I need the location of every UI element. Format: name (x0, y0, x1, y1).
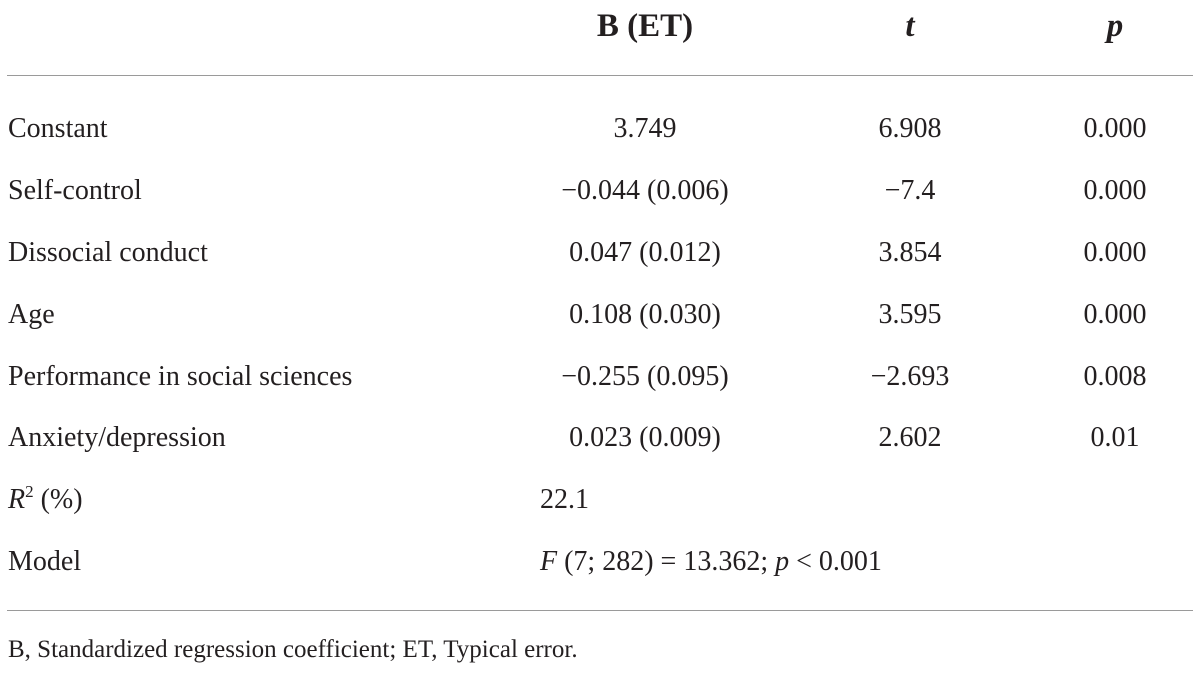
row-t-value: −7.4 (884, 175, 936, 206)
model-label: Model (8, 546, 82, 577)
row-p-value: 0.000 (1083, 237, 1147, 268)
row-b-value: −0.044 (0.006) (561, 175, 729, 206)
model-value: F (7; 282) = 13.362; p < 0.001 (540, 542, 882, 582)
row-p-value: 0.008 (1083, 361, 1147, 392)
table-footnote: B, Standardized regression coefficient; … (8, 636, 578, 663)
row-t-value: 3.595 (878, 299, 942, 330)
row-t-value: 6.908 (878, 113, 942, 144)
row-label: Dissocial conduct (8, 237, 208, 268)
row-b-value: 0.023 (0.009) (569, 422, 721, 453)
row-p-value: 0.000 (1083, 175, 1147, 206)
row-p-value: 0.000 (1083, 113, 1147, 144)
f-statistic: (7; 282) = 13.362; (557, 546, 776, 577)
header-t: t (905, 8, 915, 44)
r-squared-label: R2 (%) (8, 480, 83, 520)
p-statistic: < 0.001 (789, 546, 882, 577)
r-squared-unit: (%) (33, 484, 83, 515)
header-b-et: B (ET) (596, 8, 694, 44)
row-b-value: 3.749 (613, 113, 677, 144)
table-row: Constant 3.749 6.908 0.000 (0, 109, 1200, 149)
row-label: Self-control (8, 175, 142, 206)
row-t-value: 2.602 (878, 422, 942, 453)
table-row: Age 0.108 (0.030) 3.595 0.000 (0, 295, 1200, 335)
row-p-value: 0.000 (1083, 299, 1147, 330)
table-row: Dissocial conduct 0.047 (0.012) 3.854 0.… (0, 233, 1200, 273)
row-b-value: −0.255 (0.095) (561, 361, 729, 392)
r-symbol: R (8, 484, 26, 515)
r-superscript: 2 (25, 482, 34, 501)
table-top-rule (7, 75, 1193, 76)
table-row: Performance in social sciences −0.255 (0… (0, 357, 1200, 397)
row-label: Anxiety/depression (8, 422, 226, 453)
row-p-value: 0.01 (1090, 422, 1140, 453)
header-p: p (1106, 8, 1124, 44)
row-b-value: 0.108 (0.030) (569, 299, 721, 330)
row-label: Constant (8, 113, 108, 144)
row-t-value: −2.693 (870, 361, 950, 392)
p-symbol: p (775, 546, 790, 577)
r-squared-value: 22.1 (540, 484, 589, 515)
row-b-value: 0.047 (0.012) (569, 237, 721, 268)
f-symbol: F (540, 546, 558, 577)
table-bottom-rule (7, 610, 1193, 611)
r-squared-row: R2 (%) 22.1 (0, 480, 1200, 520)
table-row: Anxiety/depression 0.023 (0.009) 2.602 0… (0, 418, 1200, 458)
row-label: Age (8, 299, 55, 330)
row-t-value: 3.854 (878, 237, 942, 268)
row-label: Performance in social sciences (8, 361, 353, 392)
table-row: Self-control −0.044 (0.006) −7.4 0.000 (0, 171, 1200, 211)
model-row: Model F (7; 282) = 13.362; p < 0.001 (0, 542, 1200, 582)
